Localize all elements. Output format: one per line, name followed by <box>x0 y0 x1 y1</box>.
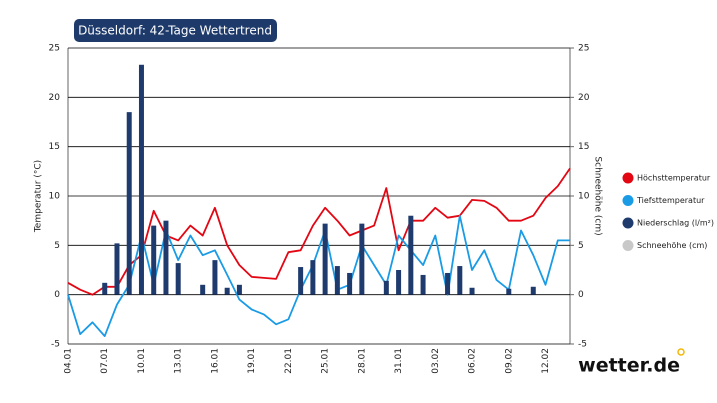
bar <box>408 215 414 295</box>
legend-label: Schneehöhe (cm) <box>637 241 707 250</box>
y-tick-label: 5 <box>54 241 60 251</box>
y-tick-label: 25 <box>49 44 60 54</box>
x-tick-label: 04.01 <box>64 348 74 374</box>
x-tick-label: 19.01 <box>247 348 257 374</box>
y-tick-label: 20 <box>49 93 61 103</box>
y2-axis-label: Schneehöhe (cm) <box>593 156 603 235</box>
bar <box>383 280 389 295</box>
y2-tick-label: 0 <box>578 290 584 300</box>
bar <box>224 287 230 295</box>
y2-tick-label: 5 <box>578 241 584 251</box>
bar <box>102 282 108 295</box>
bar <box>126 112 132 295</box>
bar <box>200 284 206 295</box>
logo-dot <box>677 348 685 356</box>
x-tick-label: 25.01 <box>321 348 331 374</box>
bar <box>359 223 365 295</box>
bar <box>298 267 304 295</box>
x-tick-label: 06.02 <box>468 348 478 374</box>
legend-marker <box>622 240 634 251</box>
bar <box>457 266 463 295</box>
bar <box>420 274 426 295</box>
bar <box>469 287 475 295</box>
y2-tick-label: 15 <box>578 142 589 152</box>
y-tick-label: 0 <box>54 290 60 300</box>
legend-marker <box>622 217 634 229</box>
title-badge <box>74 19 277 42</box>
y-tick-label: 10 <box>49 192 61 202</box>
x-tick-label: 22.01 <box>284 348 294 374</box>
x-tick-label: 03.02 <box>431 348 441 374</box>
chart-title: Düsseldorf: 42-Tage Wettertrend <box>78 24 272 38</box>
y-tick-label: 15 <box>49 142 60 152</box>
bar <box>310 260 316 295</box>
legend-label: Höchsttemperatur <box>637 174 711 183</box>
legend-label: Niederschlag (l/m²) <box>637 219 714 228</box>
bar <box>163 220 169 295</box>
x-tick-label: 12.02 <box>541 348 551 374</box>
bar <box>347 272 353 295</box>
bar <box>114 243 120 295</box>
x-tick-label: 07.01 <box>100 348 110 374</box>
x-tick-label: 10.01 <box>137 348 147 374</box>
bar <box>151 225 157 295</box>
bar <box>138 64 144 295</box>
x-tick-label: 09.02 <box>504 348 514 374</box>
y2-tick-label: 10 <box>578 192 590 202</box>
brand-logo: wetter.de <box>578 355 680 377</box>
line <box>67 167 571 296</box>
bar <box>212 260 218 295</box>
legend-label: Tiefsttemperatur <box>636 196 705 205</box>
bar <box>334 266 340 295</box>
bar <box>322 223 328 295</box>
x-tick-label: 13.01 <box>174 348 184 374</box>
legend-marker <box>622 195 634 206</box>
x-tick-label: 16.01 <box>210 348 220 374</box>
bar <box>530 286 536 295</box>
x-tick-label: 31.01 <box>394 348 404 374</box>
bar <box>506 288 512 295</box>
x-tick-label: 28.01 <box>357 348 367 374</box>
y2-tick-label: 20 <box>578 93 590 103</box>
legend-marker <box>622 172 634 184</box>
y-tick-label: -5 <box>51 340 60 350</box>
bar <box>236 284 242 295</box>
bar <box>445 272 451 295</box>
y-axis-label: Temperatur (°C) <box>34 160 44 233</box>
y2-tick-label: 25 <box>578 44 589 54</box>
bar <box>396 270 402 295</box>
bar <box>175 263 181 295</box>
y2-tick-label: -5 <box>578 340 587 350</box>
